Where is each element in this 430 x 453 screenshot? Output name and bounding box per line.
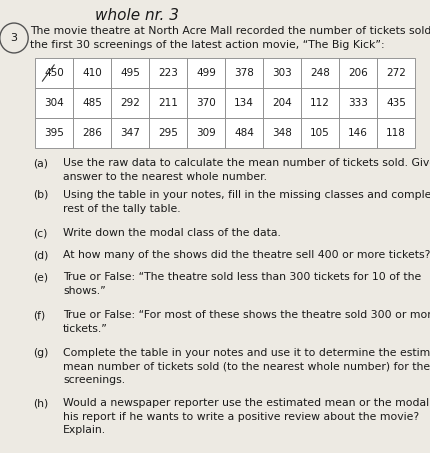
Bar	[339, 88, 377, 118]
Text: 206: 206	[348, 68, 368, 78]
Text: 347: 347	[120, 128, 140, 138]
Text: (a): (a)	[33, 158, 48, 168]
Text: 304: 304	[44, 98, 64, 108]
Bar	[339, 58, 377, 88]
Bar	[225, 58, 263, 88]
Text: (d): (d)	[33, 250, 48, 260]
Text: 309: 309	[196, 128, 216, 138]
Bar	[149, 58, 187, 88]
Text: 485: 485	[82, 98, 102, 108]
Text: 435: 435	[386, 98, 406, 108]
Text: 112: 112	[310, 98, 330, 108]
Bar	[225, 118, 263, 148]
Bar	[377, 58, 415, 88]
Text: 495: 495	[120, 68, 140, 78]
Bar	[187, 118, 225, 148]
Text: True or False: “The theatre sold less than 300 tickets for 10 of the
shows.”: True or False: “The theatre sold less th…	[63, 272, 421, 296]
Bar	[339, 118, 377, 148]
Text: 450: 450	[44, 68, 64, 78]
Text: 303: 303	[272, 68, 292, 78]
Bar	[35, 118, 73, 148]
Text: 134: 134	[234, 98, 254, 108]
Text: True or False: “For most of these shows the theatre sold 300 or more
tickets.”: True or False: “For most of these shows …	[63, 310, 430, 333]
Text: 272: 272	[386, 68, 406, 78]
Bar	[187, 88, 225, 118]
Text: (f): (f)	[33, 310, 45, 320]
Circle shape	[0, 23, 28, 53]
Bar	[73, 88, 111, 118]
Text: (c): (c)	[33, 228, 47, 238]
Text: 223: 223	[158, 68, 178, 78]
Text: 378: 378	[234, 68, 254, 78]
Text: Using the table in your notes, fill in the missing classes and complete the
rest: Using the table in your notes, fill in t…	[63, 190, 430, 214]
Text: 211: 211	[158, 98, 178, 108]
Bar	[225, 88, 263, 118]
Bar	[377, 88, 415, 118]
Bar	[377, 118, 415, 148]
Bar	[263, 118, 301, 148]
Text: At how many of the shows did the theatre sell 400 or more tickets?: At how many of the shows did the theatre…	[63, 250, 430, 260]
Bar	[187, 58, 225, 88]
Text: 333: 333	[348, 98, 368, 108]
Text: 292: 292	[120, 98, 140, 108]
Bar	[35, 88, 73, 118]
Bar	[111, 58, 149, 88]
Bar	[111, 88, 149, 118]
Text: 484: 484	[234, 128, 254, 138]
Text: Use the raw data to calculate the mean number of tickets sold. Give your
answer : Use the raw data to calculate the mean n…	[63, 158, 430, 182]
Text: 286: 286	[82, 128, 102, 138]
Text: Write down the modal class of the data.: Write down the modal class of the data.	[63, 228, 281, 238]
Text: (e): (e)	[33, 272, 48, 282]
Text: Would a newspaper reporter use the estimated mean or the modal class in
his repo: Would a newspaper reporter use the estim…	[63, 398, 430, 435]
Text: (g): (g)	[33, 348, 48, 358]
Text: 146: 146	[348, 128, 368, 138]
Bar	[149, 88, 187, 118]
Text: 105: 105	[310, 128, 330, 138]
Text: 499: 499	[196, 68, 216, 78]
Bar	[263, 88, 301, 118]
Text: whole nr. 3: whole nr. 3	[95, 8, 179, 23]
Bar	[35, 58, 73, 88]
Bar	[73, 118, 111, 148]
Text: 204: 204	[272, 98, 292, 108]
Text: (b): (b)	[33, 190, 48, 200]
Text: 410: 410	[82, 68, 102, 78]
Bar	[73, 58, 111, 88]
Text: 118: 118	[386, 128, 406, 138]
Bar	[111, 118, 149, 148]
Bar	[301, 118, 339, 148]
Text: 3: 3	[10, 33, 18, 43]
Text: Complete the table in your notes and use it to determine the estimated
mean numb: Complete the table in your notes and use…	[63, 348, 430, 385]
Bar	[301, 88, 339, 118]
Text: 395: 395	[44, 128, 64, 138]
Text: 295: 295	[158, 128, 178, 138]
Text: the first 30 screenings of the latest action movie, “The Big Kick”:: the first 30 screenings of the latest ac…	[30, 40, 384, 50]
Text: 370: 370	[196, 98, 216, 108]
Text: (h): (h)	[33, 398, 48, 408]
Text: 348: 348	[272, 128, 292, 138]
Text: The movie theatre at North Acre Mall recorded the number of tickets sold for: The movie theatre at North Acre Mall rec…	[30, 26, 430, 36]
Bar	[263, 58, 301, 88]
Text: 248: 248	[310, 68, 330, 78]
Bar	[301, 58, 339, 88]
Bar	[149, 118, 187, 148]
